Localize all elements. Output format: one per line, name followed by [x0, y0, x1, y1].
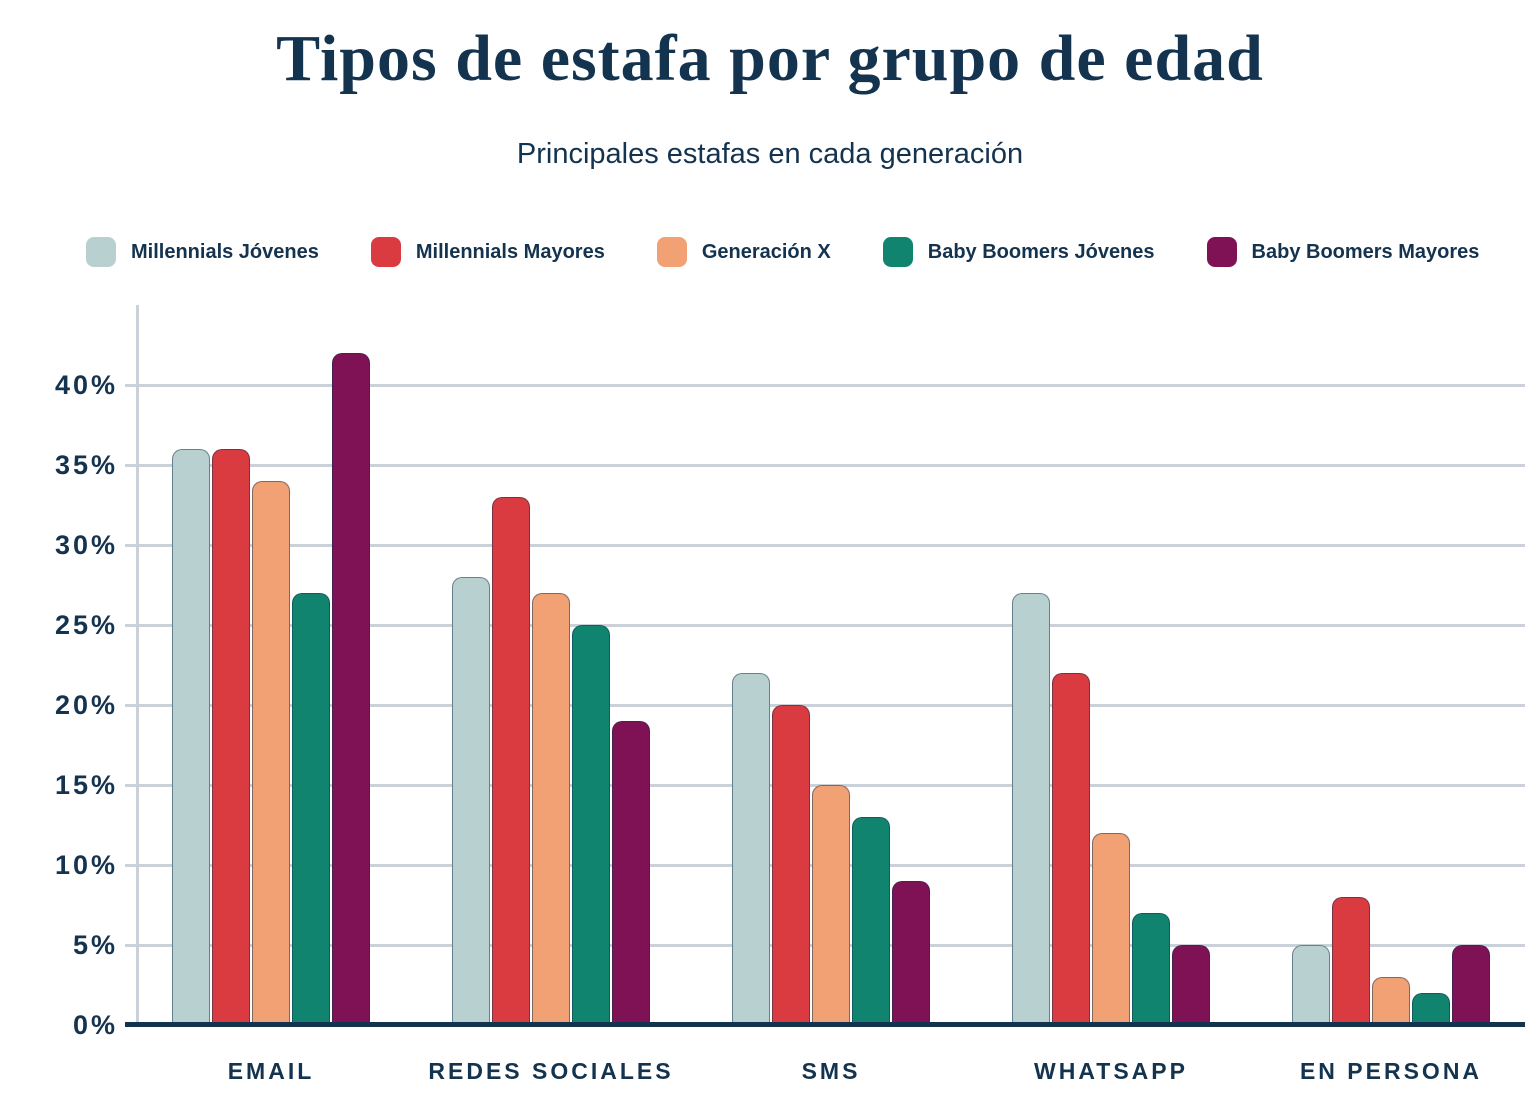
legend-label: Baby Boomers Mayores — [1251, 240, 1480, 263]
x-category-label: REDES SOCIALES — [428, 1058, 674, 1084]
bar-group — [172, 305, 370, 1025]
bar[interactable] — [1452, 945, 1490, 1025]
y-tick-label: 10% — [54, 850, 118, 880]
chart-subtitle: Principales estafas en cada generación — [516, 138, 1024, 170]
bar[interactable] — [1132, 913, 1170, 1025]
bar[interactable] — [852, 817, 890, 1025]
gridline — [137, 623, 1525, 627]
bar[interactable] — [252, 481, 290, 1025]
bar[interactable] — [1292, 945, 1330, 1025]
y-tick-mark — [125, 783, 137, 787]
x-category-label: EMAIL — [227, 1058, 315, 1084]
legend-item[interactable]: Millennials Jóvenes — [86, 237, 319, 267]
x-category-label: SMS — [801, 1058, 861, 1084]
legend-swatch-icon — [370, 237, 401, 267]
legend-label: Millennials Jóvenes — [131, 240, 319, 263]
gridline — [137, 383, 1525, 387]
y-tick-label: 5% — [72, 930, 118, 960]
bar-group — [732, 305, 930, 1025]
bar[interactable] — [1092, 833, 1130, 1025]
gridline — [137, 463, 1525, 467]
x-category-label: WHATSAPP — [1034, 1058, 1188, 1084]
bar[interactable] — [532, 593, 570, 1025]
bar[interactable] — [772, 705, 810, 1025]
bar[interactable] — [732, 673, 770, 1025]
bar[interactable] — [1372, 977, 1410, 1025]
chart-title: Tipos de estafa por grupo de edad — [276, 22, 1264, 95]
y-tick-mark — [125, 703, 137, 707]
bar[interactable] — [492, 497, 530, 1025]
y-tick-mark — [125, 463, 137, 467]
bar[interactable] — [892, 881, 930, 1025]
y-tick-label: 0% — [72, 1010, 118, 1040]
legend-swatch-icon — [656, 237, 687, 267]
bar-group — [452, 305, 650, 1025]
plot-area: EMAIL REDES SOCIALES SMS WHATSAPP EN PERSONA — [125, 305, 1525, 1084]
y-tick-mark — [125, 383, 137, 387]
legend-item[interactable]: Generación X — [656, 237, 831, 267]
bar[interactable] — [1412, 993, 1450, 1025]
legend-item[interactable]: Millennials Mayores — [370, 237, 605, 267]
legend-swatch-icon — [1206, 237, 1237, 267]
bar-group — [1292, 305, 1490, 1025]
y-tick-label: 25% — [54, 610, 118, 640]
y-tick-label: 30% — [54, 530, 118, 560]
bar[interactable] — [452, 577, 490, 1025]
y-tick-label: 35% — [54, 450, 118, 480]
bar[interactable] — [332, 353, 370, 1025]
y-tick-label: 20% — [54, 690, 118, 720]
bar[interactable] — [1012, 593, 1050, 1025]
bar-group — [1012, 305, 1210, 1025]
bar[interactable] — [1332, 897, 1370, 1025]
x-axis-line — [125, 1022, 1525, 1027]
bar[interactable] — [292, 593, 330, 1025]
bar[interactable] — [812, 785, 850, 1025]
legend-swatch-icon — [86, 237, 116, 267]
legend: Millennials Jóvenes Millennials Mayores Ge… — [86, 237, 1520, 267]
y-axis-labels: 0% 5% 10% 15% 20% 25% 30% 35% 40% — [0, 305, 118, 1040]
bar[interactable] — [572, 625, 610, 1025]
legend-label: Baby Boomers Jóvenes — [927, 240, 1155, 263]
legend-label: Generación X — [701, 240, 831, 263]
legend-label: Millennials Mayores — [415, 240, 605, 263]
y-axis-line — [136, 305, 139, 1025]
y-tick-mark — [125, 623, 137, 627]
x-category-label: EN PERSONA — [1299, 1058, 1483, 1084]
bar[interactable] — [212, 449, 250, 1025]
y-tick-mark — [125, 543, 137, 547]
y-tick-label: 15% — [54, 770, 118, 800]
legend-item[interactable]: Baby Boomers Jóvenes — [882, 237, 1155, 267]
gridline — [137, 543, 1525, 547]
y-tick-label: 40% — [54, 370, 118, 400]
y-tick-mark — [125, 863, 137, 867]
legend-item[interactable]: Baby Boomers Mayores — [1206, 237, 1480, 267]
legend-swatch-icon — [882, 237, 913, 267]
gridline — [137, 703, 1525, 707]
y-tick-mark — [125, 943, 137, 947]
bar[interactable] — [612, 721, 650, 1025]
bar[interactable] — [1052, 673, 1090, 1025]
bar[interactable] — [1172, 945, 1210, 1025]
bar[interactable] — [172, 449, 210, 1025]
